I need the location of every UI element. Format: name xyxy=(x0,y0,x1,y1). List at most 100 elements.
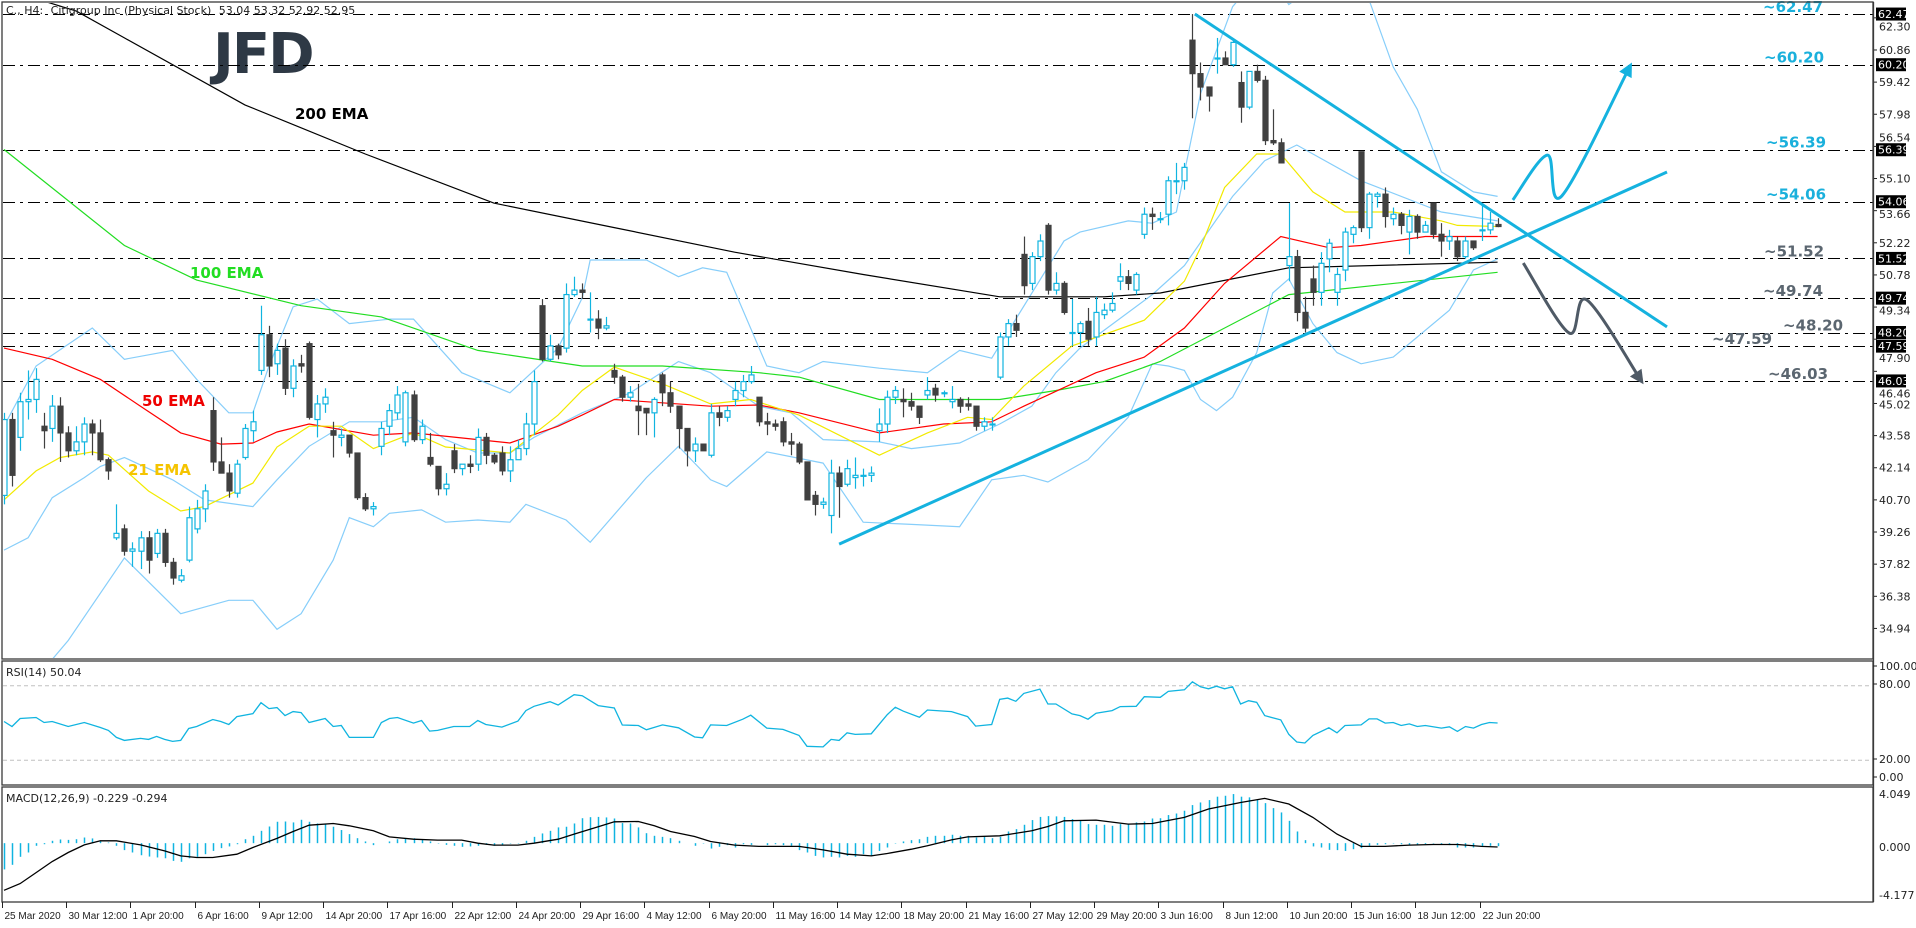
candle-bearish xyxy=(700,443,707,452)
candle-bullish xyxy=(1318,262,1325,293)
time-axis-label: 24 Apr 20:00 xyxy=(519,911,576,922)
ema50-label: 50 EMA xyxy=(142,392,205,410)
band-middle-line xyxy=(3,144,1498,551)
candle-bearish xyxy=(1414,215,1421,233)
price-axis-label: 37.82 xyxy=(1879,558,1911,571)
macd-axis: 4.049 0.000 -4.177 xyxy=(1879,788,1914,902)
time-axis-label: 6 Apr 16:00 xyxy=(198,911,250,922)
symbol: C., xyxy=(6,4,21,17)
ema21-label: 21 EMA xyxy=(128,461,191,479)
candle-bearish xyxy=(973,405,980,427)
candle-bearish xyxy=(611,369,618,378)
candle-bullish xyxy=(876,423,883,432)
candle-bullish xyxy=(523,423,530,450)
time-axis-label: 22 Apr 12:00 xyxy=(455,911,512,922)
candle-bearish xyxy=(619,376,626,398)
price-axis-label: 46.46 xyxy=(1879,387,1911,400)
candle-bearish xyxy=(57,405,64,434)
candle-bullish xyxy=(33,378,40,401)
rsi-axis-label: 0.00 xyxy=(1879,771,1904,784)
candle-bearish xyxy=(812,494,819,505)
price-axis-label: 39.26 xyxy=(1879,526,1911,539)
candle-bearish xyxy=(539,305,546,360)
candle-bullish xyxy=(242,427,249,459)
candle-bullish xyxy=(202,490,209,510)
time-axis-label: 4 May 12:00 xyxy=(647,911,702,922)
candle-bullish xyxy=(1374,193,1381,197)
candle-bearish xyxy=(467,463,474,468)
candle-bullish xyxy=(113,532,120,539)
price-axis-label: 50.78 xyxy=(1879,269,1911,282)
time-axis-label: 6 May 20:00 xyxy=(712,911,767,922)
price-level-box-label: 51.52 xyxy=(1878,252,1910,265)
candle-bullish xyxy=(1077,322,1084,334)
candle-bullish xyxy=(1109,302,1116,311)
price-level-box-label: 62.47 xyxy=(1878,8,1910,21)
candle-bullish xyxy=(73,441,80,452)
candle-bearish xyxy=(595,318,602,329)
candle-bearish xyxy=(1254,70,1261,81)
price-level-box xyxy=(1876,7,1906,21)
time-axis-label: 21 May 16:00 xyxy=(969,911,1030,922)
candle-bullish xyxy=(1133,273,1140,291)
candle-bullish xyxy=(828,472,835,517)
candle-bearish xyxy=(1495,223,1502,228)
candle-bullish xyxy=(338,434,345,438)
candle-bearish xyxy=(306,343,313,418)
candle-bearish xyxy=(1061,282,1068,314)
price-level-box-label: 54.06 xyxy=(1878,196,1910,209)
scenario-arrows xyxy=(1511,62,1644,385)
chart-header: C., H4: Citigroup Inc (Physical Stock) 5… xyxy=(6,4,355,17)
price-axis-label: 57.98 xyxy=(1879,108,1911,121)
level-annotation-label: ~51.52 xyxy=(1764,242,1824,260)
candle-bearish xyxy=(1302,311,1309,329)
candle-bullish xyxy=(1286,256,1293,267)
candle-bearish xyxy=(579,289,586,293)
candle-bullish xyxy=(1214,57,1221,60)
candle-bullish xyxy=(129,548,136,552)
candle-bearish xyxy=(298,363,305,367)
candle-bullish xyxy=(1230,41,1237,66)
candle-bearish xyxy=(788,441,795,445)
candle-bearish xyxy=(957,398,964,407)
candle-bullish xyxy=(1005,322,1012,338)
level-annotation-label: ~54.06 xyxy=(1766,186,1826,204)
candle-bearish xyxy=(796,443,803,463)
candle-bearish xyxy=(1438,233,1445,242)
candle-bearish xyxy=(900,398,907,403)
macd-title: MACD(12,26,9) -0.229 -0.294 xyxy=(6,792,167,805)
candle-bearish xyxy=(908,401,915,407)
price-level-box xyxy=(1876,291,1906,305)
level-annotation-label: ~47.59 xyxy=(1712,330,1772,348)
candle-bullish xyxy=(692,443,699,452)
candle-bullish xyxy=(1342,231,1349,271)
candle-bearish xyxy=(836,472,843,488)
candle-bullish xyxy=(178,575,185,581)
jfd-logo: JFD xyxy=(209,22,313,87)
candle-bullish xyxy=(459,463,466,470)
candle-bullish xyxy=(138,537,145,552)
band-upper-line xyxy=(3,3,1498,427)
candle-bullish xyxy=(1093,311,1100,338)
candle-bearish xyxy=(1294,256,1301,314)
candle-bullish xyxy=(1101,309,1108,316)
price-axis-label: 34.94 xyxy=(1879,622,1911,635)
candle-bullish xyxy=(378,427,385,447)
candle-bearish xyxy=(932,387,939,396)
time-axis-label: 11 May 16:00 xyxy=(776,911,836,922)
time-axis-label: 14 May 12:00 xyxy=(840,911,901,922)
candle-bullish xyxy=(402,392,409,443)
bullish-arrowhead-icon xyxy=(1619,62,1632,79)
candle-bearish xyxy=(89,423,96,434)
time-axis-label: 18 May 20:00 xyxy=(904,911,965,922)
candle-bullish xyxy=(370,505,377,510)
price-axis-label: 52.22 xyxy=(1879,237,1911,250)
price-axis-label: 59.42 xyxy=(1879,76,1911,89)
candle-bearish xyxy=(1222,57,1229,66)
candle-bearish xyxy=(684,427,691,452)
candle-bullish xyxy=(419,425,426,441)
candle-bearish xyxy=(218,461,225,474)
time-axis-label: 1 Apr 20:00 xyxy=(133,911,185,922)
price-axis-label: 62.30 xyxy=(1879,20,1911,33)
